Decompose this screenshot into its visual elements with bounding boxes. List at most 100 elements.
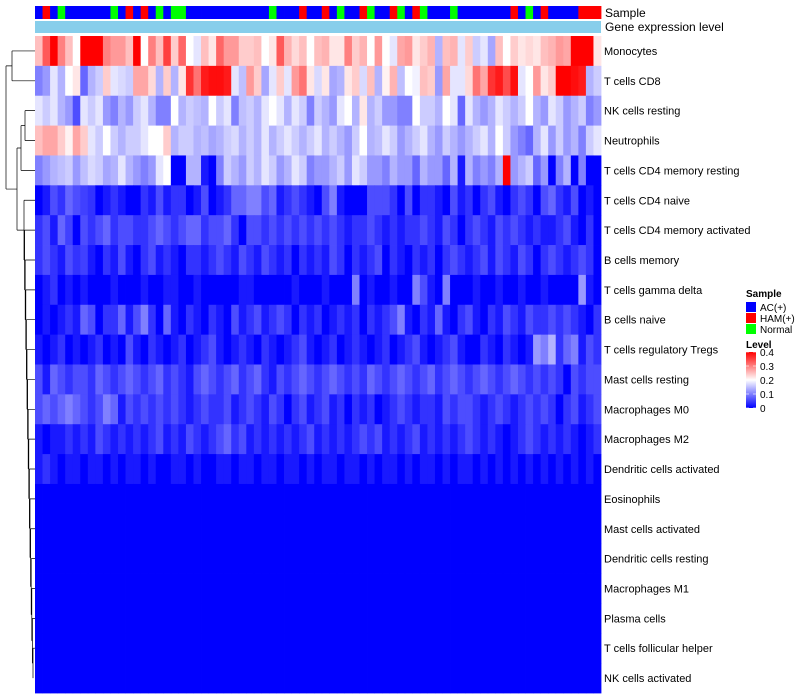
heatmap-cell [201, 454, 209, 485]
heatmap-cell [495, 36, 504, 67]
heatmap-cell [517, 155, 526, 186]
heatmap-cell [201, 185, 209, 216]
heatmap-cell [450, 483, 459, 515]
heatmap-cell [140, 483, 149, 515]
heatmap-cell [367, 185, 375, 216]
heatmap-cell [382, 36, 391, 67]
heatmap-cell [427, 424, 436, 455]
heatmap-cell [42, 215, 51, 246]
legend-label-ac: AC(+) [760, 303, 786, 314]
heatmap-cell [253, 364, 262, 395]
heatmap-cell [540, 543, 549, 574]
heatmap-cell [389, 65, 398, 97]
heatmap-cell [80, 394, 89, 425]
heatmap-cell [110, 513, 119, 545]
heatmap-cell [208, 36, 217, 67]
heatmap-cell [540, 454, 549, 485]
heatmap-cell [578, 304, 587, 336]
heatmap-cell [246, 274, 255, 306]
heatmap-cell [201, 364, 209, 395]
heatmap-cell [87, 185, 96, 216]
heatmap-cell [87, 603, 96, 634]
heatmap-cell [336, 543, 345, 574]
heatmap-cell [442, 185, 451, 216]
heatmap-cell [457, 125, 466, 156]
sample-cell-ac [434, 6, 443, 19]
heatmap-cell [201, 603, 209, 634]
heatmap-cell [382, 543, 391, 574]
heatmap-cell [155, 483, 164, 515]
heatmap-cell [231, 543, 240, 574]
heatmap-cell [155, 274, 164, 306]
heatmap-cell [261, 215, 270, 246]
heatmap-cell [155, 215, 164, 246]
heatmap-cell [125, 125, 134, 156]
heatmap-cell [57, 483, 66, 515]
heatmap-cell [87, 394, 96, 425]
heatmap-cell [351, 215, 360, 246]
heatmap-cell [487, 215, 496, 246]
heatmap-cell [268, 65, 277, 97]
heatmap-cell [35, 394, 43, 425]
heatmap-cell [382, 245, 391, 276]
heatmap-cell [517, 215, 526, 246]
heatmap-cell [314, 245, 323, 276]
heatmap-cell [72, 155, 81, 186]
heatmap-cell [382, 155, 391, 186]
heatmap-cell [344, 454, 353, 485]
heatmap-cell [72, 185, 81, 216]
heatmap-cell [389, 274, 398, 306]
legend-level-tick: 0 [760, 404, 766, 415]
heatmap-cell [216, 394, 225, 425]
heatmap-cell [359, 394, 368, 425]
heatmap-cell [268, 304, 277, 336]
heatmap-cell [95, 454, 104, 485]
heatmap-cell [110, 304, 119, 336]
heatmap-cell [65, 513, 74, 545]
heatmap-cell [548, 394, 557, 425]
heatmap-cell [231, 573, 240, 604]
heatmap-cell [578, 65, 587, 97]
heatmap-cell [163, 543, 172, 574]
heatmap-cell [374, 65, 383, 97]
heatmap-cell [555, 483, 564, 515]
heatmap-cell [540, 633, 549, 664]
heatmap-cell [178, 245, 187, 276]
heatmap-cell [163, 663, 172, 694]
heatmap-cell [517, 36, 526, 67]
heatmap-cell [208, 573, 217, 604]
heatmap-cell [555, 95, 564, 126]
heatmap-cell [193, 364, 202, 395]
heatmap-cell [525, 513, 534, 545]
sample-cell-ac [329, 6, 338, 19]
heatmap-cell [223, 334, 232, 365]
heatmap-cell [216, 513, 225, 545]
heatmap-cell [465, 304, 474, 336]
heatmap-cell [563, 573, 572, 604]
sample-cell-normal [268, 6, 277, 19]
heatmap-cell [155, 424, 164, 455]
heatmap-cell [555, 185, 564, 216]
heatmap-cell [517, 95, 526, 126]
heatmap-cell [268, 95, 277, 126]
heatmap-cell [555, 543, 564, 574]
heatmap-cell [510, 185, 519, 216]
heatmap-cell [329, 245, 338, 276]
heatmap-cell [125, 215, 134, 246]
heatmap-cell [510, 245, 519, 276]
heatmap-cell [299, 513, 308, 545]
heatmap-cell [110, 95, 119, 126]
heatmap-cell [389, 185, 398, 216]
sample-cell-ac [374, 6, 383, 19]
heatmap-cell [495, 424, 504, 455]
heatmap-cell [359, 65, 368, 97]
heatmap-cell [314, 65, 323, 97]
heatmap-cell [148, 185, 157, 216]
heatmap-cell [397, 65, 406, 97]
sample-cell-ac [442, 6, 451, 19]
heatmap-cell [125, 334, 134, 365]
legend: Sample AC(+)HAM(+)Normal Level 0.40.30.2… [746, 289, 795, 415]
heatmap-cell [397, 603, 406, 634]
heatmap-cell [163, 215, 172, 246]
row-label-monocytes: Monocytes [604, 46, 658, 58]
